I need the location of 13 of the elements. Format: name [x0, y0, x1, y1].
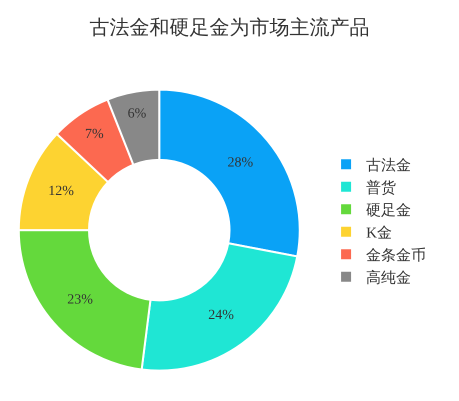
legend-label: 金条金币	[366, 247, 426, 264]
legend-label: 高纯金	[366, 270, 412, 287]
legend-label: 硬足金	[366, 202, 412, 220]
data-label: 6%	[128, 106, 147, 122]
legend-label: 普货	[366, 180, 396, 197]
legend-label: 古法金	[366, 157, 412, 174]
data-label: 24%	[208, 308, 234, 323]
legend-label: K金	[366, 224, 392, 242]
data-label: 28%	[227, 155, 254, 170]
data-label: 7%	[84, 127, 104, 142]
data-label: 23%	[67, 292, 94, 308]
data-label: 12%	[48, 184, 74, 199]
chart-title: 古法金和硬足金为市场主流产品	[90, 16, 370, 40]
